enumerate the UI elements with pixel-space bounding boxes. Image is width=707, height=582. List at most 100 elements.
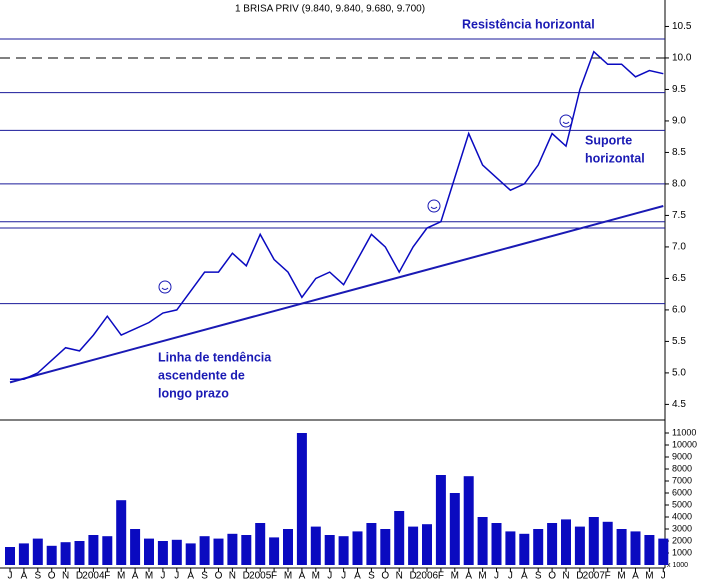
volume-bar — [547, 523, 558, 565]
x-tick-label: O — [381, 571, 389, 582]
volume-bar — [102, 536, 113, 565]
y-tick-label: 6000 — [672, 487, 692, 497]
volume-bar — [505, 531, 516, 565]
x-tick-label: J — [8, 571, 13, 582]
x-tick-label: N — [229, 571, 236, 582]
x-tick-label: A — [465, 571, 472, 582]
volume-bar — [366, 523, 377, 565]
volume-bar — [602, 521, 613, 565]
trend-line — [9, 205, 664, 384]
x-tick-label: M — [284, 571, 292, 582]
volume-bar — [199, 536, 210, 565]
x-tick-label: O — [215, 571, 223, 582]
x-tick-label: F — [438, 571, 444, 582]
annotation: Linha de tendência — [158, 350, 272, 364]
x-tick-label: J — [494, 571, 499, 582]
x-tick-label: S — [535, 571, 542, 582]
volume-bar — [227, 533, 238, 565]
y-tick-label: 9.5 — [672, 84, 686, 95]
y-tick-label: 6.0 — [672, 305, 686, 316]
volume-bar — [130, 529, 141, 565]
volume-bar — [352, 531, 363, 565]
x-tick-label: J — [327, 571, 332, 582]
volume-bar — [422, 524, 432, 565]
volume-bar — [144, 538, 154, 565]
y-tick-label: 10000 — [672, 439, 697, 449]
x-tick-label: F — [104, 571, 110, 582]
scale-note: x 1000 — [667, 562, 688, 569]
annotation: horizontal — [585, 151, 645, 165]
x-tick-label: D — [409, 571, 416, 582]
y-tick-label: 8.0 — [672, 179, 686, 190]
volume-bar — [477, 517, 488, 565]
annotation: Suporte — [585, 133, 632, 147]
y-tick-label: 4.5 — [672, 399, 686, 410]
volume-bar — [338, 536, 349, 565]
volume-bar — [5, 547, 15, 565]
volume-bar — [60, 542, 71, 565]
volume-bar — [296, 433, 307, 565]
volume-bar — [157, 541, 168, 565]
y-tick-label: 2000 — [672, 535, 692, 545]
x-tick-label: A — [187, 571, 194, 582]
volume-bar — [283, 529, 293, 565]
x-tick-label: S — [201, 571, 208, 582]
y-tick-label: 5000 — [672, 499, 692, 509]
volume-bar — [644, 535, 655, 565]
y-tick-label: 7.0 — [672, 242, 686, 253]
x-tick-label: 2006 — [416, 571, 439, 582]
volume-bar — [310, 526, 321, 565]
x-tick-label: A — [299, 571, 306, 582]
volume-bar — [324, 535, 335, 565]
y-tick-label: 10.5 — [672, 21, 692, 32]
x-tick-label: 2007 — [583, 571, 606, 582]
annotation: Resistência horizontal — [462, 17, 595, 31]
volume-bar — [463, 476, 474, 565]
volume-bar — [561, 519, 571, 565]
y-tick-label: 8000 — [672, 463, 692, 473]
volume-bar — [588, 517, 599, 565]
y-tick-label: 10.0 — [672, 53, 692, 64]
y-tick-label: 3000 — [672, 523, 692, 533]
x-tick-label: S — [34, 571, 41, 582]
volume-bar — [46, 545, 57, 565]
x-tick-label: D — [576, 571, 583, 582]
volume-bar — [519, 533, 530, 565]
volume-bar — [18, 543, 29, 565]
volume-bar — [380, 529, 391, 565]
volume-bar — [255, 523, 266, 565]
annotation: longo prazo — [158, 386, 229, 400]
volume-bar — [185, 543, 196, 565]
volume-bar — [658, 538, 669, 565]
smileys — [158, 114, 573, 294]
x-tick-label: J — [508, 571, 513, 582]
y-tick-label: 7000 — [672, 475, 692, 485]
volume-bar — [88, 535, 99, 565]
volume-bar — [449, 493, 460, 565]
volume-bar — [74, 541, 85, 565]
y-tick-label: 11000 — [672, 427, 696, 437]
x-tick-label: M — [117, 571, 125, 582]
volume-bar — [630, 531, 641, 565]
y-tick-label: 8.5 — [672, 147, 686, 158]
volume-bar — [32, 538, 43, 565]
x-tick-label: N — [562, 571, 569, 582]
x-tick-label: M — [145, 571, 153, 582]
y-tick-label: 9.0 — [672, 116, 686, 127]
y-tick-label: 5.0 — [672, 368, 686, 379]
volume-bar — [116, 500, 127, 565]
annotation: ascendente de — [158, 368, 245, 382]
x-tick-label: S — [368, 571, 375, 582]
x-tick-label: N — [62, 571, 69, 582]
x-tick-label: F — [271, 571, 277, 582]
x-tick-label: M — [478, 571, 486, 582]
y-tick-label: 7.5 — [672, 210, 686, 221]
x-tick-label: M — [645, 571, 653, 582]
x-tick-label: J — [174, 571, 179, 582]
x-tick-label: D — [76, 571, 83, 582]
volume-bar — [533, 529, 544, 565]
volume-bar — [269, 537, 280, 565]
x-tick-label: J — [160, 571, 165, 582]
chart-title: 1 BRISA PRIV (9.840, 9.840, 9.680, 9.700… — [235, 4, 425, 15]
